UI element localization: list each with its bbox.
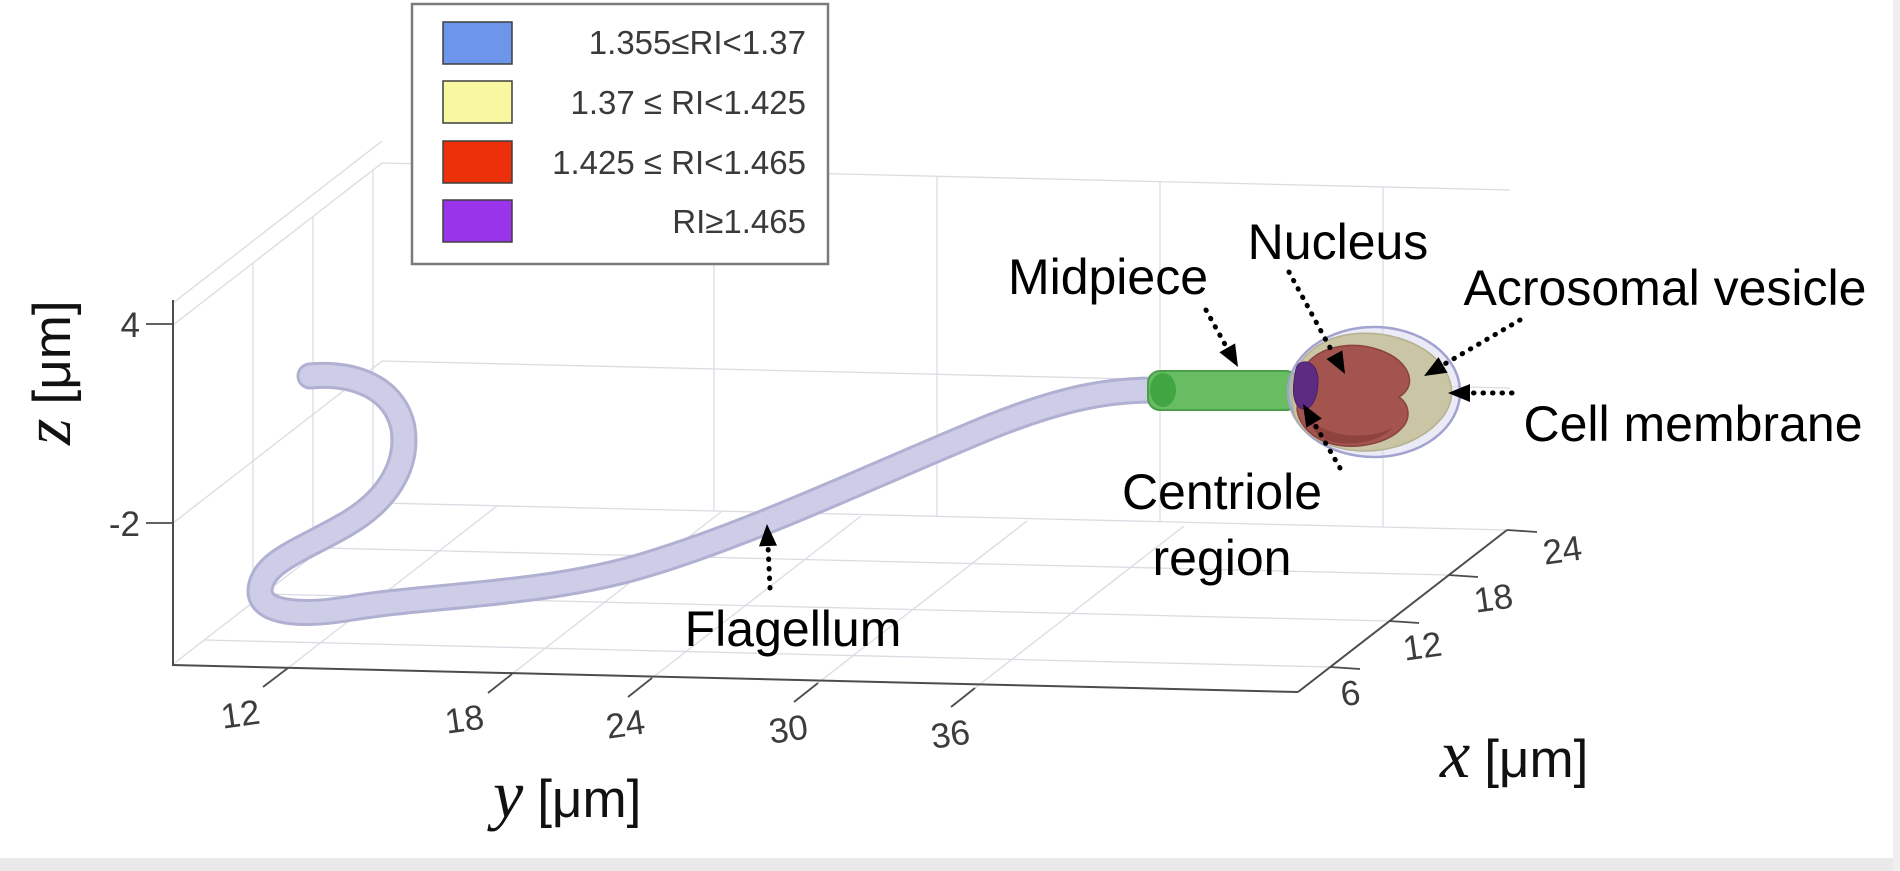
nucleus-label: Nucleus [1248,214,1429,270]
grid-line [287,505,498,669]
bottom-edge-strip [0,858,1900,871]
legend-swatch-ri-4 [442,199,513,243]
nucleus-arrow-line [1286,269,1337,358]
y-axis-label: y [μm] [487,756,641,832]
legend-swatch-ri-3 [442,140,513,184]
axes: 4 -2 12 18 24 30 36 6 12 18 24 y [μm] x [μ… [9,300,1588,832]
midpiece-arrow-line [1203,307,1230,351]
y-tick [950,687,976,708]
z-axis-label: z[μm] [9,300,85,446]
annotation-arrows [759,269,1523,591]
legend-label-ri-3: 1.425 ≤ RI<1.465 [552,144,806,181]
midpiece-arrowhead [1219,343,1238,367]
nucleus-shading [1310,420,1392,444]
x-tick [1388,620,1420,624]
grid-line [380,502,1508,531]
centriole-region-label-line1: Centriole [1122,464,1322,520]
x-axis-label: x [μm] [1439,716,1588,792]
x-axis-line [1297,529,1508,693]
y-tick-label: 36 [928,713,972,757]
x-tick-label: 18 [1471,577,1515,621]
centriole-region-surface [1292,361,1319,410]
right-edge-strip [1893,0,1900,871]
annotation-labels: Flagellum Midpiece Nucleus Acrosomal ves… [685,214,1867,657]
y-tick-label: 12 [218,693,262,737]
centriole-arrowhead [1303,404,1322,428]
grid-line [203,639,1331,668]
legend-swatch-ri-1 [442,21,513,65]
legend-label-ri-4: RI≥1.465 [672,203,806,240]
cell-membrane-label: Cell membrane [1523,396,1862,452]
grid-line [974,525,1185,689]
midpiece-label: Midpiece [1008,249,1208,305]
centriole-arrow-line [1311,420,1343,471]
nucleus-arrowhead [1326,350,1345,374]
cell-membrane-arrowhead [1448,384,1470,402]
y-tick-label: 18 [442,698,486,742]
sperm-head [1286,325,1462,459]
x-tick-label: 12 [1400,625,1444,669]
centriole-region-label-line2: region [1153,530,1292,586]
grid-line [172,162,383,326]
y-tick [487,673,513,694]
legend-swatch-ri-2 [442,80,513,124]
y-tick-label: 24 [603,703,647,747]
flagellum-arrowhead [759,524,777,547]
x-tick [1447,574,1479,578]
flagellum-label: Flagellum [685,601,902,657]
legend-label-ri-2: 1.37 ≤ RI<1.425 [570,84,806,121]
legend-label-ri-1: 1.355≤RI<1.37 [589,24,806,61]
y-tick-label: 30 [766,708,810,752]
x-tick-label: 24 [1540,529,1584,573]
acrosomal-vesicle-arrow-line [1440,317,1523,368]
midpiece-segment [1147,370,1299,411]
x-tick [1506,529,1538,533]
y-axis-line [171,664,1299,693]
grid-line [322,547,1449,576]
sperm-cell [246,325,1462,626]
midpiece-cap [1150,373,1176,407]
flagellum-tube [246,361,1169,626]
acrosomal-vesicle-arrowhead [1424,357,1448,376]
flagellum-arrow-line [765,543,773,591]
y-tick [793,682,819,703]
legend: 1.355≤RI<1.37 1.37 ≤ RI<1.425 1.425 ≤ RI… [410,2,830,266]
y-tick [262,667,289,688]
y-tick [627,677,653,698]
x-tick [1329,666,1361,670]
flagellum-body [249,364,1166,623]
nucleus-surface [1296,344,1411,447]
acrosomal-vesicle-label: Acrosomal vesicle [1464,260,1867,316]
grid-line [172,140,383,304]
z-tick-label: 4 [121,306,140,345]
z-tick-label: -2 [109,505,140,544]
